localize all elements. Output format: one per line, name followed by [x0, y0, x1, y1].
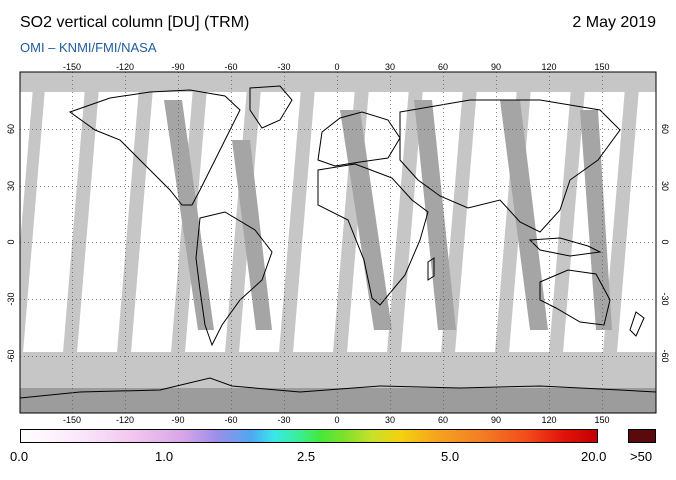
- colorbar-label: 5.0: [441, 449, 460, 464]
- lon-tick-top: 30: [385, 62, 395, 72]
- colorbar-label: 20.0: [581, 449, 607, 464]
- lon-tick-top: -120: [116, 62, 134, 72]
- graticule: [20, 72, 656, 413]
- lon-tick-bottom: 30: [385, 415, 395, 425]
- europe-coast: [317, 111, 401, 167]
- colorbar-label: 1.0: [155, 449, 174, 464]
- lon-tick-bottom: -150: [63, 415, 81, 425]
- indonesia-coast: [528, 237, 602, 257]
- australia-coast: [539, 269, 611, 326]
- lat-tick-right: 60: [660, 124, 670, 134]
- data-credit: OMI – KNMI/FMI/NASA: [20, 40, 157, 55]
- lat-tick-left: -60: [6, 349, 16, 362]
- antarctic-band: [20, 388, 656, 413]
- lat-tick-right: 30: [660, 181, 670, 191]
- lon-tick-top: -90: [171, 62, 184, 72]
- madagascar-coast: [427, 257, 435, 281]
- colorbar-label: >50: [630, 449, 653, 464]
- lat-tick-right: -30: [660, 292, 670, 305]
- colorbar-label: 0.0: [10, 449, 29, 464]
- lat-tick-right: -60: [660, 349, 670, 362]
- coastlines: [20, 85, 656, 399]
- lat-tick-left: 0: [6, 239, 16, 244]
- new-zealand-coast: [629, 311, 645, 337]
- lon-tick-top: -30: [277, 62, 290, 72]
- greenland-coast: [249, 85, 293, 129]
- lon-tick-bottom: 90: [491, 415, 501, 425]
- lat-tick-left: 60: [6, 124, 16, 134]
- south-america-coast: [195, 211, 273, 347]
- lon-tick-top: 0: [334, 62, 339, 72]
- colorbar-label: 2.5: [297, 449, 316, 464]
- antarctica-coast: [20, 377, 656, 399]
- lon-tick-bottom: -90: [171, 415, 184, 425]
- lon-tick-top: 150: [594, 62, 609, 72]
- lon-tick-bottom: 150: [594, 415, 609, 425]
- so2-map: -150 -120 -90 -60 -30 0 30 60 90 120 150…: [6, 62, 670, 425]
- dark-swaths: [164, 100, 612, 330]
- north-polar-band: [20, 72, 656, 92]
- colorbar: [20, 429, 598, 443]
- map-title: SO2 vertical column [DU] (TRM): [20, 14, 250, 31]
- south-polar-band: [20, 352, 656, 388]
- lon-tick-bottom: 60: [438, 415, 448, 425]
- lon-tick-top: 90: [491, 62, 501, 72]
- lat-tick-right: 0: [660, 239, 670, 244]
- lon-tick-bottom: 120: [541, 415, 556, 425]
- map-frame: [19, 71, 657, 414]
- colorbar-over-swatch: [628, 429, 656, 443]
- asia-coast: [399, 99, 621, 233]
- africa-coast: [317, 163, 429, 306]
- lon-tick-bottom: 0: [334, 415, 339, 425]
- north-america-coast: [68, 89, 241, 206]
- lon-tick-top: -60: [224, 62, 237, 72]
- map-date: 2 May 2019: [572, 14, 656, 31]
- lat-tick-left: 30: [6, 181, 16, 191]
- lon-tick-top: -150: [63, 62, 81, 72]
- lon-tick-top: 60: [438, 62, 448, 72]
- lon-tick-top: 120: [541, 62, 556, 72]
- lon-tick-bottom: -120: [116, 415, 134, 425]
- lon-tick-bottom: -60: [224, 415, 237, 425]
- lat-tick-left: -30: [6, 292, 16, 305]
- lon-tick-bottom: -30: [277, 415, 290, 425]
